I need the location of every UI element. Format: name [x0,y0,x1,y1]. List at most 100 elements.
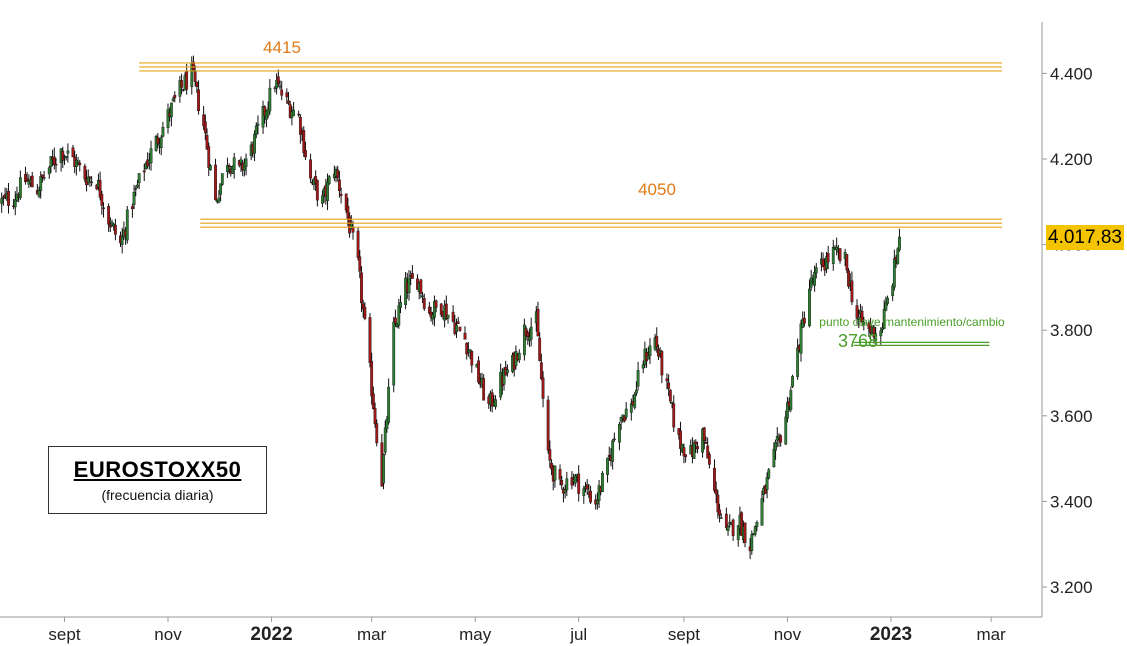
candle-body [862,321,866,325]
candle-body [171,98,175,101]
candle-body [536,308,540,337]
candle-body [753,526,757,535]
candle-body [767,469,771,479]
candle-body [765,477,769,491]
candle-body [648,345,652,356]
candle-body [803,317,806,324]
candle-body [292,109,295,117]
candle-body [814,267,818,274]
candle-body [463,332,467,340]
candle-body [61,150,65,161]
candle-body [898,236,901,250]
candle-body [156,137,160,144]
candle-body [327,176,331,184]
candle-body [831,247,835,264]
candle-body [1,196,5,199]
candle-body [629,403,633,413]
candle-body [285,92,289,98]
candle-body [813,271,816,286]
candle-body [560,480,564,486]
level-4050-label: 4050 [638,180,676,199]
candle-body [302,130,306,154]
candle-body [702,427,706,441]
y-tick-label: 4.400 [1050,64,1093,83]
candle-body [114,225,117,235]
candle-body [434,300,438,308]
candle-body [470,351,474,366]
candle-body [882,308,886,329]
candle-body [373,407,377,424]
candle-body [796,347,800,377]
candle-body [371,393,375,410]
candle-body [41,174,44,178]
y-tick-label: 3.800 [1050,321,1093,340]
candle-body [180,80,183,88]
candle-body [297,113,301,116]
candle-body [612,438,616,441]
candle-body [884,302,888,311]
candle-body [309,159,312,179]
candle-body [136,184,139,188]
candle-body [743,522,747,543]
candle-body [83,165,87,180]
candle-body [336,169,340,178]
candle-body [37,190,41,197]
candle-body [304,150,307,158]
candle-body [195,81,199,87]
candle-body [641,364,645,369]
x-tick-label: mar [976,625,1006,644]
candle-body [132,192,136,205]
annotations-layer: 4415 4050 punto clave mantenimiento/camb… [263,38,1005,351]
candle-body [465,342,469,355]
levels-layer [139,62,1002,346]
candle-body [529,326,533,340]
candle-body [232,157,236,170]
candle-body [779,435,783,443]
y-tick-label: 4.200 [1050,150,1093,169]
candle-body [256,123,260,126]
candle-body [845,254,849,271]
candle-body [360,272,363,304]
candle-body [214,164,217,201]
candle-body [482,378,486,401]
candle-body [611,440,615,462]
level-3768-label: 3768 [838,331,878,351]
candle-body [13,199,17,208]
candle-body [526,332,530,338]
candle-body [130,206,134,210]
candle-body [52,156,56,166]
candle-body [633,394,637,408]
candle-body [244,158,248,168]
candle-body [502,369,506,385]
candle-body [287,100,290,104]
x-tick-label: nov [154,625,182,644]
candle-body [363,306,367,319]
candle-body [47,167,51,175]
x-tick-label: nov [774,625,802,644]
candle-body [203,121,207,134]
candle-body [553,465,557,481]
candle-body [326,181,329,201]
candle-body [692,442,696,459]
candle-body [278,85,282,88]
candle-body [646,355,650,360]
candle-body [166,109,170,128]
candle-body [42,177,46,179]
candle-body [397,305,401,326]
chart-title: EUROSTOXX50 [73,457,242,482]
level-4415-label: 4415 [263,38,301,57]
candle-body [704,442,708,444]
candle-body [209,165,212,171]
candle-body [606,457,609,475]
candle-body [726,525,730,531]
candle-body [577,473,581,494]
candle-body [315,180,319,201]
candle-body [456,321,460,324]
candle-body [205,135,209,150]
candle-body [142,170,146,173]
candle-body [784,416,788,445]
candle-body [134,188,138,190]
candle-body [716,494,720,513]
candle-body [886,297,889,304]
candle-body [356,230,360,258]
